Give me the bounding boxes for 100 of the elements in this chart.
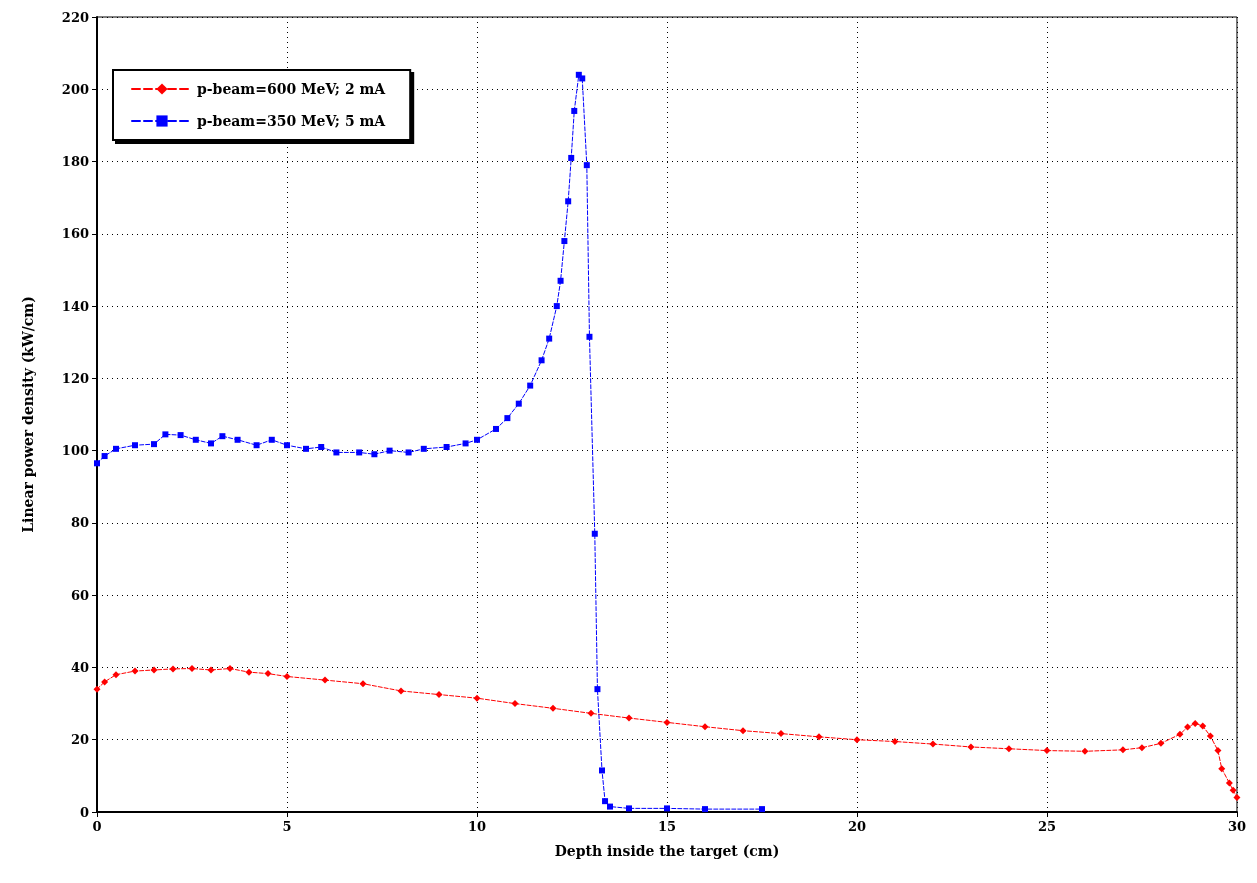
point (283, 672, 291, 680)
point (579, 75, 586, 82)
point (967, 743, 975, 751)
point (602, 798, 609, 805)
y-tick-label: 200 (61, 81, 89, 97)
point (443, 444, 450, 451)
point (606, 803, 613, 810)
point (553, 303, 560, 310)
point (1233, 794, 1241, 802)
point (571, 107, 578, 114)
point (268, 436, 275, 443)
x-tick-label: 0 (92, 819, 102, 834)
x-tick-label: 25 (1037, 819, 1057, 834)
point (1229, 786, 1237, 794)
point (701, 723, 709, 731)
point (318, 444, 325, 451)
point (492, 425, 499, 432)
point (112, 671, 120, 679)
point (333, 449, 340, 456)
point (663, 805, 670, 812)
point (192, 436, 199, 443)
point (302, 445, 309, 452)
point (253, 442, 260, 449)
legend-label: p-beam=600 MeV; 2 mA (197, 81, 387, 97)
point (208, 440, 214, 447)
y-tick-label: 60 (70, 587, 89, 603)
y-axis-title: Linear power density (kW/cm) (20, 296, 36, 533)
point (758, 806, 765, 813)
point (1206, 732, 1214, 740)
point (162, 431, 169, 438)
point (1214, 747, 1222, 755)
point (207, 666, 215, 674)
x-axis-title: Depth inside the target (cm) (554, 843, 780, 859)
point (1225, 779, 1233, 787)
point (663, 718, 671, 726)
point (549, 704, 557, 712)
point (462, 440, 469, 447)
point (853, 736, 861, 744)
x-tick-label: 5 (282, 819, 292, 834)
y-tick-label: 0 (79, 804, 89, 820)
point (188, 665, 196, 673)
point (386, 447, 393, 454)
point (1081, 747, 1089, 755)
point (150, 666, 158, 674)
point (1199, 722, 1207, 730)
x-tick-label: 10 (467, 819, 487, 834)
point (473, 436, 480, 443)
point (1043, 747, 1051, 755)
point (599, 767, 605, 774)
point (565, 198, 572, 205)
point (1218, 765, 1226, 773)
point (435, 691, 443, 699)
point (473, 694, 481, 702)
point (815, 733, 823, 741)
point (1138, 744, 1146, 752)
point (264, 670, 272, 678)
point (397, 687, 405, 695)
point (527, 382, 534, 389)
point (131, 667, 139, 675)
point (625, 805, 632, 812)
point (94, 460, 100, 467)
point (557, 277, 564, 284)
point (405, 449, 412, 456)
y-tick-label: 40 (70, 659, 89, 675)
point (586, 333, 593, 340)
point (101, 678, 109, 686)
point (739, 727, 747, 735)
point (101, 453, 108, 460)
point (219, 433, 226, 440)
point (625, 714, 633, 722)
y-tick-label: 80 (70, 515, 89, 531)
point (93, 685, 101, 693)
y-tick-label: 160 (61, 226, 89, 242)
point (561, 238, 568, 245)
y-tick-label: 140 (61, 298, 89, 314)
y-tick-label: 120 (61, 370, 89, 386)
point (151, 441, 157, 448)
point (1191, 719, 1199, 727)
point (538, 357, 545, 364)
y-tick-label: 20 (70, 732, 89, 748)
point (587, 709, 595, 717)
point (234, 436, 241, 443)
point (594, 686, 601, 693)
point (1157, 739, 1165, 747)
point (113, 445, 119, 452)
point (359, 680, 367, 688)
point (371, 451, 378, 458)
point (226, 665, 234, 673)
y-tick-label: 100 (61, 443, 89, 459)
point (169, 665, 177, 673)
point (701, 806, 708, 813)
point (515, 400, 522, 407)
point (504, 415, 511, 422)
point (283, 442, 290, 449)
point (356, 449, 363, 456)
point (929, 740, 937, 748)
point (591, 530, 598, 537)
x-tick-label: 15 (657, 819, 677, 834)
point (1119, 746, 1127, 754)
legend-label: p-beam=350 MeV; 5 mA (197, 113, 387, 129)
